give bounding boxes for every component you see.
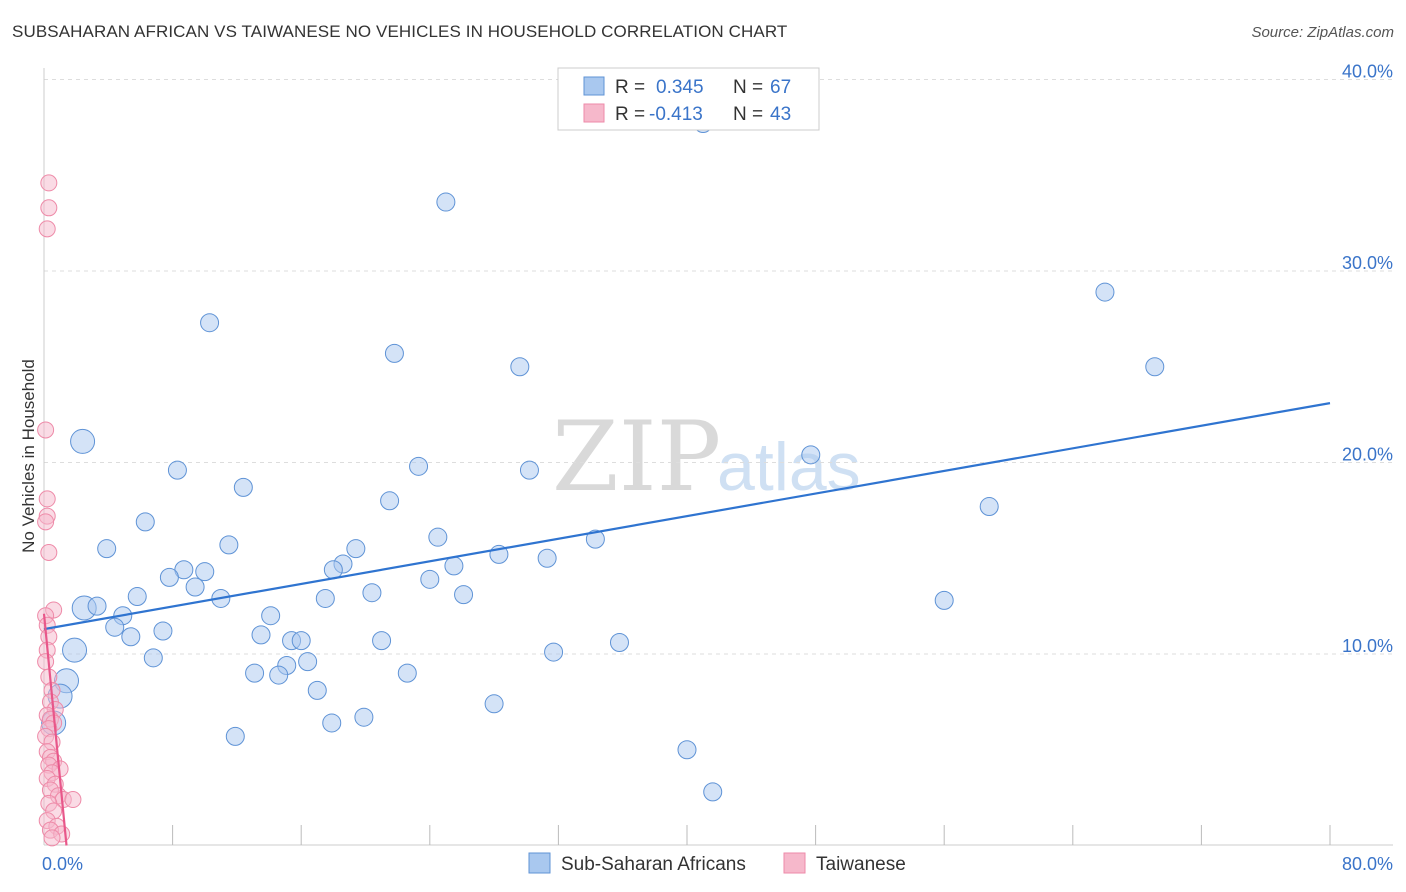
point-blue-17 [97,539,117,559]
point-blue-6 [1145,357,1165,377]
point-blue-54 [245,663,265,683]
point-blue-8 [801,445,821,465]
legend-n-value-2: 43 [770,104,791,125]
legend-swatch-pink [583,103,605,123]
point-blue-43 [251,625,271,645]
point-blue-13 [380,491,400,511]
point-blue-56 [397,663,417,683]
watermark-zip: ZIP [552,401,721,513]
y-axis-label: No Vehicles in Household [19,359,38,553]
point-blue-46 [291,631,311,651]
y-tick-label-30: 30.0% [1342,253,1393,273]
legend-n-label-2: N = [733,104,763,125]
point-pink-7 [40,544,58,562]
point-blue-41 [105,617,125,637]
point-blue-25 [159,567,179,587]
point-blue-22 [537,548,557,568]
point-blue-2 [1095,282,1115,302]
legend-r-value-2: -0.413 [649,104,703,125]
point-blue-62 [354,707,374,727]
point-pink-6 [37,513,55,531]
point-blue-27 [444,556,464,576]
point-blue-18 [428,527,448,547]
point-blue-16 [219,535,239,555]
legend-n-value-1: 67 [770,77,791,98]
correlation-legend: R = 0.345 N = 67 R = -0.413 N = 43 [557,67,820,131]
point-blue-30 [420,569,440,589]
point-blue-11 [519,460,539,480]
gridlines [44,79,1393,655]
point-pink-35 [64,791,82,809]
trendlines [42,402,1331,846]
series-legend-label-blue: Sub-Saharan Africans [561,854,746,875]
point-blue-14 [979,497,999,517]
point-blue-24 [195,562,215,582]
x-tick-min: 0.0% [42,854,83,874]
point-blue-64 [225,726,245,746]
point-pink-0 [40,174,58,192]
series-legend-swatch-blue [528,852,551,874]
point-blue-63 [322,713,342,733]
point-blue-50 [544,642,564,662]
point-blue-15 [135,512,155,532]
point-blue-4 [384,343,404,363]
point-pink-1 [40,199,58,217]
point-blue-40 [261,606,281,626]
point-blue-19 [585,529,605,549]
legend-swatch-blue [583,76,605,96]
point-blue-29 [185,577,205,597]
legend-r-value-1: 0.345 [656,77,704,98]
source-label: Source: ZipAtlas.com [1251,24,1394,41]
x-tick-max: 80.0% [1342,854,1393,874]
y-tick-labels: 10.0% 20.0% 30.0% 40.0% [1342,62,1393,657]
point-blue-5 [510,357,530,377]
point-blue-58 [307,680,327,700]
point-blue-51 [143,648,163,668]
point-blue-10 [409,456,429,476]
point-pink-4 [38,490,56,508]
point-blue-32 [454,585,474,605]
point-blue-7 [70,428,96,454]
trendline-pink [42,613,68,846]
point-blue-31 [362,583,382,603]
point-blue-66 [703,782,723,802]
point-pink-3 [37,421,55,439]
y-tick-label-20: 20.0% [1342,445,1393,465]
point-blue-20 [346,539,366,559]
chart-title: SUBSAHARAN AFRICAN VS TAIWANESE NO VEHIC… [12,22,788,41]
point-blue-42 [153,621,173,641]
point-blue-49 [62,637,88,663]
legend-r-label-1: R = [615,77,645,98]
point-blue-36 [934,590,954,610]
trendline-blue [43,402,1331,631]
watermark-atlas: atlas [717,429,861,505]
point-blue-33 [127,587,147,607]
point-blue-52 [298,652,318,672]
watermark: ZIP atlas [552,401,861,513]
point-blue-3 [200,313,220,333]
point-pink-2 [38,220,56,238]
point-blue-48 [609,633,629,653]
point-blue-12 [233,477,253,497]
point-blue-65 [677,740,697,760]
point-blue-60 [484,694,504,714]
series-legend-swatch-pink [783,852,806,874]
series-legend: Sub-Saharan Africans Taiwanese [528,852,906,875]
point-blue-44 [121,627,141,647]
point-pink-42 [43,829,61,847]
point-blue-55 [269,665,289,685]
y-tick-label-10: 10.0% [1342,636,1393,656]
point-blue-1 [436,192,456,212]
point-blue-47 [372,631,392,651]
y-tick-label-40: 40.0% [1342,62,1393,82]
point-blue-35 [315,588,335,608]
point-blue-38 [87,596,107,616]
point-pink-13 [37,653,55,671]
legend-n-label-1: N = [733,77,763,98]
series-legend-label-pink: Taiwanese [816,854,906,875]
legend-r-label-2: R = [615,104,645,125]
point-blue-9 [167,460,187,480]
series-sub-saharan-africans [41,114,1165,802]
